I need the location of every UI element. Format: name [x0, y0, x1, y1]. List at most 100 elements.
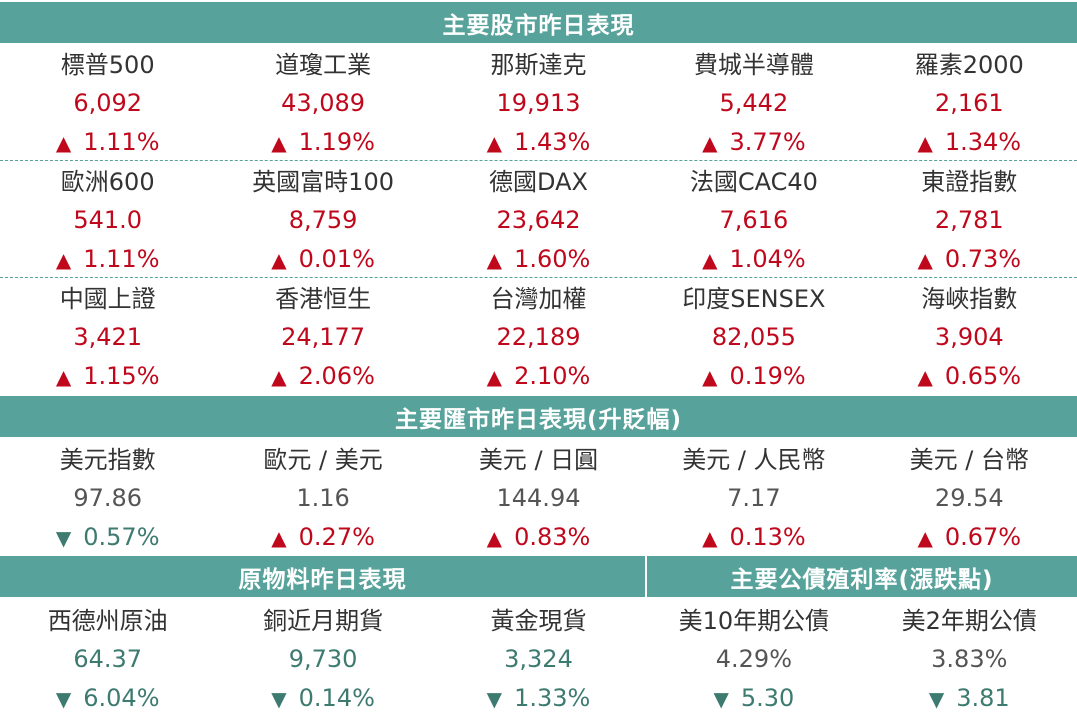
change-value: 3.77% — [729, 128, 806, 156]
quote-value: 29.54 — [934, 484, 1004, 512]
quote-name: 美10年期公債 — [678, 607, 830, 635]
quote-cell: 歐洲600 541.0 ▲ 1.11% — [0, 163, 215, 279]
quote-change: ▲ 0.27% — [215, 517, 430, 557]
down-triangle-icon: ▼ — [271, 687, 287, 711]
quote-change: ▲ 0.73% — [862, 239, 1077, 279]
quote-change: ▲ 0.83% — [431, 517, 646, 557]
up-triangle-icon: ▲ — [271, 365, 287, 389]
quote-name: 印度SENSEX — [682, 285, 826, 313]
quote-cell: 道瓊工業 43,089 ▲ 1.19% — [215, 46, 430, 162]
up-triangle-icon: ▲ — [702, 248, 718, 272]
up-triangle-icon: ▲ — [55, 248, 72, 272]
change-value: 2.06% — [298, 362, 375, 390]
quote-change: ▲ 1.15% — [0, 356, 215, 396]
change-value: 3.81 — [956, 684, 1010, 712]
quote-value: 23,642 — [496, 206, 581, 234]
quote-value: 7.17 — [727, 484, 781, 512]
quote-name: 銅近月期貨 — [263, 607, 384, 635]
commodities-header: 原物料昨日表現 — [0, 556, 645, 597]
change-value: 0.27% — [298, 523, 375, 551]
quote-value: 3,324 — [504, 645, 573, 673]
bonds-header: 主要公債殖利率(漲跌點) — [647, 556, 1077, 597]
fx-header: 主要匯市昨日表現(升貶幅) — [0, 396, 1077, 437]
quote-value: 2,781 — [934, 206, 1004, 234]
quote-name: 東證指數 — [921, 168, 1018, 196]
quote-value: 3,421 — [73, 323, 143, 351]
quote-value: 82,055 — [711, 323, 796, 351]
change-value: 5.30 — [740, 684, 795, 712]
quote-change: ▲ 1.11% — [0, 122, 215, 162]
down-triangle-icon: ▼ — [713, 687, 729, 711]
quote-value: 3.83% — [931, 645, 1008, 673]
change-value: 1.60% — [514, 245, 591, 273]
quote-change: ▲ 2.10% — [431, 356, 646, 396]
quote-name: 那斯達克 — [490, 51, 587, 79]
quote-cell: 中國上證 3,421 ▲ 1.15% — [0, 280, 215, 396]
quote-name: 美元 / 人民幣 — [682, 446, 826, 474]
up-triangle-icon: ▲ — [702, 365, 718, 389]
quote-cell: 法國CAC40 7,616 ▲ 1.04% — [646, 163, 861, 279]
change-value: 6.04% — [83, 684, 160, 712]
quote-cell: 德國DAX 23,642 ▲ 1.60% — [431, 163, 646, 279]
quote-change: ▼ 0.57% — [0, 517, 215, 557]
quote-name: 德國DAX — [489, 168, 588, 196]
quote-value: 4.29% — [715, 645, 792, 673]
change-value: 0.73% — [944, 245, 1022, 273]
down-triangle-icon: ▼ — [928, 687, 945, 711]
quote-value: 6,092 — [73, 89, 143, 117]
quote-cell: 費城半導體 5,442 ▲ 3.77% — [646, 46, 861, 162]
quote-change: ▲ 1.60% — [431, 239, 646, 279]
up-triangle-icon: ▲ — [486, 248, 503, 272]
quote-cell: 美元 / 日圓 144.94 ▲ 0.83% — [431, 441, 646, 557]
quote-name: 羅素2000 — [914, 51, 1024, 79]
change-value: 2.10% — [514, 362, 591, 390]
quote-cell: 東證指數 2,781 ▲ 0.73% — [862, 163, 1077, 279]
quote-name: 美元 / 台幣 — [909, 446, 1029, 474]
change-value: 1.11% — [83, 128, 160, 156]
change-value: 1.33% — [514, 684, 591, 712]
quote-change: ▲ 1.19% — [215, 122, 430, 162]
quote-name: 美2年期公債 — [901, 607, 1037, 635]
quote-cell: 美元 / 台幣 29.54 ▲ 0.67% — [862, 441, 1077, 557]
quote-cell: 那斯達克 19,913 ▲ 1.43% — [431, 46, 646, 162]
quote-change: ▲ 1.11% — [0, 239, 215, 279]
quote-name: 道瓊工業 — [275, 51, 372, 79]
down-triangle-icon: ▼ — [486, 687, 503, 711]
quote-change: ▲ 1.43% — [431, 122, 646, 162]
quote-value: 541.0 — [73, 206, 143, 234]
quote-value: 24,177 — [281, 323, 366, 351]
quote-cell: 美元 / 人民幣 7.17 ▲ 0.13% — [646, 441, 861, 557]
up-triangle-icon: ▲ — [486, 526, 503, 550]
quote-change: ▼ 0.14% — [215, 678, 430, 718]
quote-change: ▼ 5.30 — [646, 678, 861, 718]
quote-change: ▲ 3.77% — [646, 122, 861, 162]
quote-change: ▲ 0.19% — [646, 356, 861, 396]
quote-value: 97.86 — [73, 484, 143, 512]
change-value: 0.83% — [514, 523, 591, 551]
up-triangle-icon: ▲ — [917, 131, 933, 155]
change-value: 1.11% — [83, 245, 160, 273]
up-triangle-icon: ▲ — [55, 131, 72, 155]
quote-cell: 標普500 6,092 ▲ 1.11% — [0, 46, 215, 162]
change-value: 0.13% — [729, 523, 806, 551]
quote-cell: 台灣加權 22,189 ▲ 2.10% — [431, 280, 646, 396]
quote-value: 3,904 — [934, 323, 1004, 351]
row-divider — [0, 277, 1077, 278]
quote-change: ▼ 3.81 — [862, 678, 1077, 718]
up-triangle-icon: ▲ — [486, 365, 503, 389]
quote-name: 香港恒生 — [275, 285, 372, 313]
up-triangle-icon: ▲ — [55, 365, 72, 389]
up-triangle-icon: ▲ — [702, 131, 718, 155]
quote-value: 9,730 — [288, 645, 358, 673]
quote-value: 144.94 — [496, 484, 581, 512]
quote-value: 64.37 — [73, 645, 143, 673]
up-triangle-icon: ▲ — [271, 248, 287, 272]
quote-value: 1.16 — [296, 484, 350, 512]
quote-name: 西德州原油 — [47, 607, 168, 635]
change-value: 1.15% — [83, 362, 160, 390]
quote-change: ▲ 0.65% — [862, 356, 1077, 396]
quote-cell: 香港恒生 24,177 ▲ 2.06% — [215, 280, 430, 396]
quote-cell: 美10年期公債 4.29% ▼ 5.30 — [646, 602, 861, 718]
quote-name: 美元 / 日圓 — [478, 446, 599, 474]
change-value: 1.19% — [298, 128, 375, 156]
